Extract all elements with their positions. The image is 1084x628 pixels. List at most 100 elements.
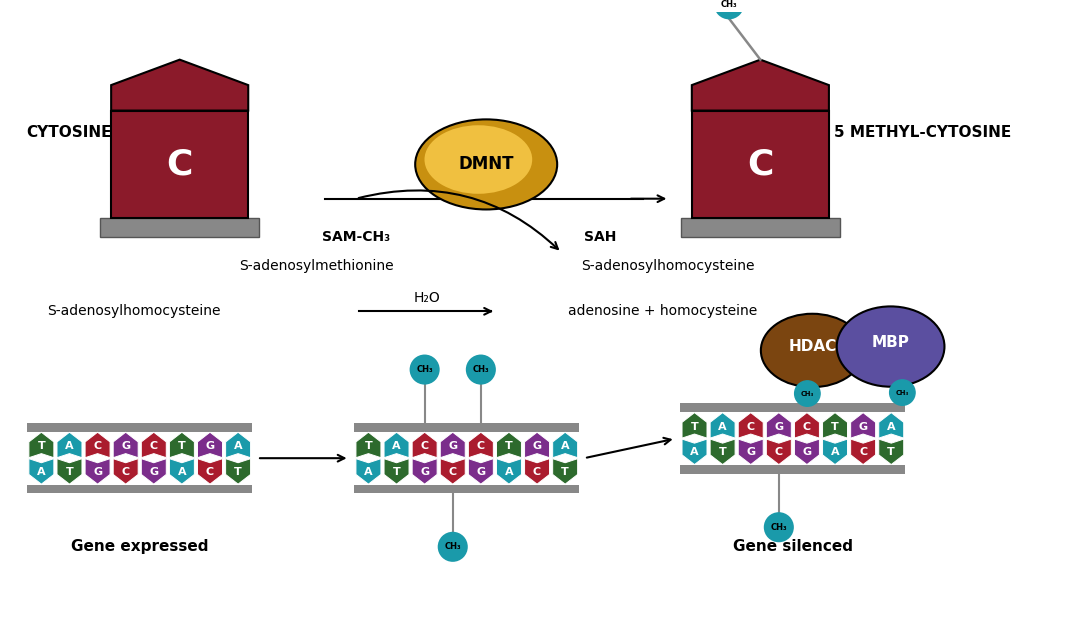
Text: C: C bbox=[860, 447, 867, 457]
Text: T: T bbox=[505, 441, 513, 452]
Text: C: C bbox=[93, 441, 102, 452]
Bar bbox=[692, 111, 829, 219]
Text: T: T bbox=[392, 467, 400, 477]
Text: G: G bbox=[859, 421, 867, 431]
Polygon shape bbox=[412, 432, 437, 458]
Text: Gene expressed: Gene expressed bbox=[70, 539, 208, 554]
Text: A: A bbox=[560, 441, 569, 452]
Text: A: A bbox=[887, 421, 895, 431]
Text: A: A bbox=[37, 467, 46, 477]
Text: CYTOSINE: CYTOSINE bbox=[26, 124, 112, 139]
Text: C: C bbox=[533, 467, 541, 477]
Polygon shape bbox=[738, 439, 763, 465]
Text: T: T bbox=[364, 441, 372, 452]
Polygon shape bbox=[823, 413, 848, 438]
Text: H₂O: H₂O bbox=[414, 291, 441, 305]
Polygon shape bbox=[197, 458, 222, 484]
Polygon shape bbox=[141, 432, 166, 458]
Polygon shape bbox=[440, 458, 465, 484]
Text: T: T bbox=[888, 447, 895, 457]
Polygon shape bbox=[525, 432, 550, 458]
Polygon shape bbox=[851, 439, 876, 465]
Polygon shape bbox=[113, 432, 138, 458]
Polygon shape bbox=[738, 413, 763, 438]
Text: G: G bbox=[476, 467, 486, 477]
Polygon shape bbox=[57, 432, 82, 458]
Text: C: C bbox=[121, 467, 130, 477]
Polygon shape bbox=[225, 432, 250, 458]
Polygon shape bbox=[496, 432, 521, 458]
Text: C: C bbox=[775, 447, 783, 457]
Circle shape bbox=[439, 533, 467, 561]
Polygon shape bbox=[496, 458, 521, 484]
Polygon shape bbox=[356, 432, 380, 458]
Text: A: A bbox=[234, 441, 243, 452]
Circle shape bbox=[714, 0, 744, 18]
Text: 5 METHYL-CYTOSINE: 5 METHYL-CYTOSINE bbox=[834, 124, 1011, 139]
Text: G: G bbox=[448, 441, 457, 452]
Text: G: G bbox=[93, 467, 102, 477]
Text: adenosine + homocysteine: adenosine + homocysteine bbox=[568, 305, 757, 318]
Circle shape bbox=[411, 355, 439, 384]
Text: DMNT: DMNT bbox=[459, 155, 514, 173]
Polygon shape bbox=[197, 432, 222, 458]
Text: CH₃: CH₃ bbox=[721, 0, 737, 9]
Polygon shape bbox=[384, 432, 409, 458]
Text: G: G bbox=[802, 447, 812, 457]
Text: T: T bbox=[831, 421, 839, 431]
Circle shape bbox=[764, 513, 793, 541]
Circle shape bbox=[466, 355, 495, 384]
Text: S-adenosylhomocysteine: S-adenosylhomocysteine bbox=[581, 259, 754, 273]
Polygon shape bbox=[29, 458, 54, 484]
Polygon shape bbox=[86, 432, 111, 458]
Polygon shape bbox=[468, 458, 493, 484]
Text: A: A bbox=[65, 441, 74, 452]
Polygon shape bbox=[525, 458, 550, 484]
Polygon shape bbox=[879, 439, 904, 465]
Polygon shape bbox=[356, 458, 380, 484]
Polygon shape bbox=[468, 432, 493, 458]
Text: C: C bbox=[747, 148, 774, 181]
Text: A: A bbox=[178, 467, 186, 477]
Text: Gene silenced: Gene silenced bbox=[733, 539, 853, 554]
Text: HDAC: HDAC bbox=[788, 339, 837, 354]
Ellipse shape bbox=[837, 306, 944, 387]
Text: CH₃: CH₃ bbox=[473, 365, 489, 374]
Text: T: T bbox=[66, 467, 74, 477]
Text: A: A bbox=[392, 441, 401, 452]
Text: CH₃: CH₃ bbox=[771, 522, 787, 532]
Text: G: G bbox=[774, 421, 784, 431]
Polygon shape bbox=[29, 432, 54, 458]
Text: G: G bbox=[206, 441, 215, 452]
Polygon shape bbox=[169, 458, 194, 484]
Polygon shape bbox=[57, 458, 82, 484]
Text: T: T bbox=[178, 441, 185, 452]
Text: C: C bbox=[167, 148, 193, 181]
Circle shape bbox=[795, 381, 821, 406]
Text: C: C bbox=[803, 421, 811, 431]
Bar bbox=[112, 111, 248, 219]
Polygon shape bbox=[553, 432, 578, 458]
Bar bbox=[354, 423, 579, 431]
Text: C: C bbox=[477, 441, 485, 452]
Text: T: T bbox=[562, 467, 569, 477]
Text: G: G bbox=[421, 467, 429, 477]
Polygon shape bbox=[766, 439, 791, 465]
Text: A: A bbox=[830, 447, 839, 457]
Bar bbox=[354, 485, 579, 494]
Polygon shape bbox=[225, 458, 250, 484]
Text: G: G bbox=[532, 441, 542, 452]
Bar bbox=[27, 485, 253, 494]
Polygon shape bbox=[692, 60, 829, 111]
Text: CH₃: CH₃ bbox=[895, 389, 909, 396]
Text: A: A bbox=[719, 421, 727, 431]
Text: T: T bbox=[719, 447, 726, 457]
Bar bbox=[681, 219, 840, 237]
Polygon shape bbox=[113, 458, 138, 484]
Text: CH₃: CH₃ bbox=[444, 543, 461, 551]
Text: SAH: SAH bbox=[584, 230, 617, 244]
Text: MBP: MBP bbox=[872, 335, 909, 350]
Polygon shape bbox=[795, 439, 820, 465]
Text: T: T bbox=[234, 467, 242, 477]
Text: SAM-CH₃: SAM-CH₃ bbox=[322, 230, 390, 244]
